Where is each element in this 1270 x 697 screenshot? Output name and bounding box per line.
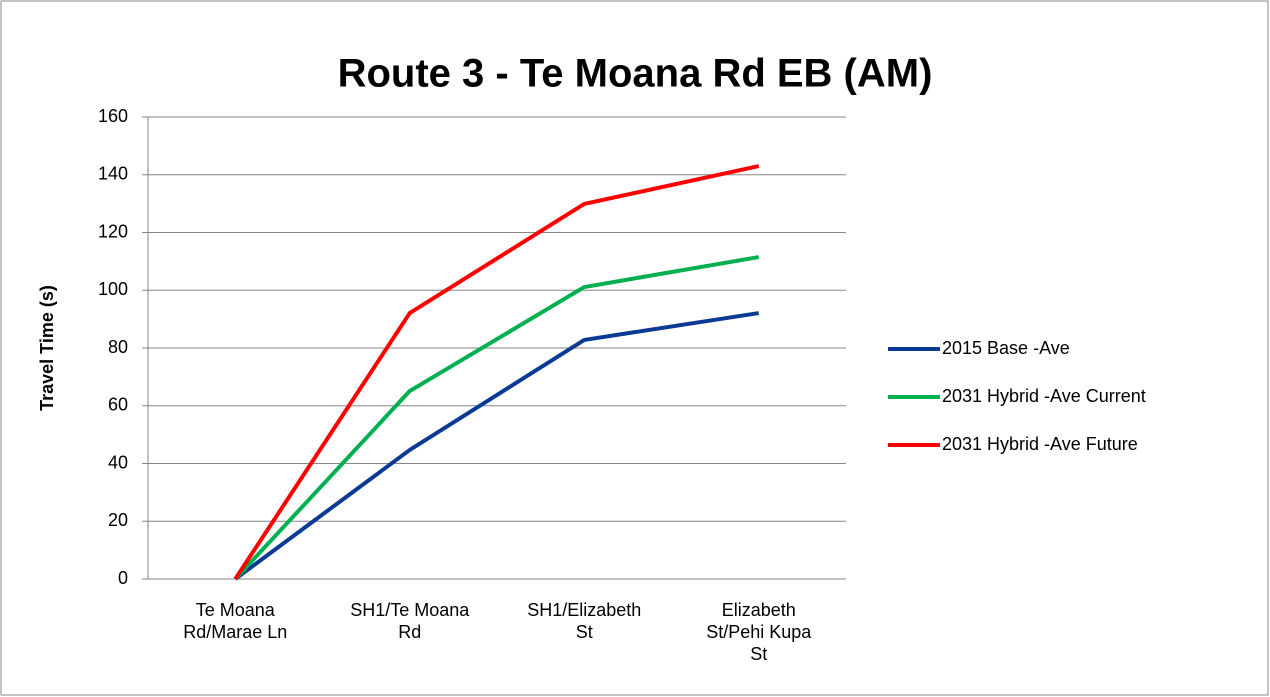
y-tick-label: 160 xyxy=(98,106,128,126)
y-tick-label: 0 xyxy=(118,568,128,588)
x-tick-area: SH1/Elizabeth St xyxy=(527,600,642,642)
series-line xyxy=(233,255,760,581)
legend-label: 2015 Base -Ave xyxy=(942,338,1070,358)
x-tick-label: Te Moana Rd/Marae Ln xyxy=(183,600,288,642)
y-tick-label: 140 xyxy=(98,164,128,184)
chart-title: Route 3 - Te Moana Rd EB (AM) xyxy=(338,52,933,96)
x-tick-label: SH1/Te Moana Rd xyxy=(350,600,470,642)
x-tick-label: SH1/Elizabeth St xyxy=(527,600,642,642)
series-line xyxy=(233,164,760,581)
y-tick-label: 20 xyxy=(108,510,128,530)
x-tick-area: Elizabeth St/Pehi Kupa St xyxy=(706,600,812,664)
legend-label: 2031 Hybrid -Ave Current xyxy=(942,386,1146,406)
y-tick-label: 40 xyxy=(108,452,128,472)
x-tick-label: Elizabeth St/Pehi Kupa St xyxy=(706,600,812,664)
y-tick-label: 60 xyxy=(108,395,128,415)
legend-label: 2031 Hybrid -Ave Future xyxy=(942,434,1138,454)
y-axis-label: Travel Time (s) xyxy=(37,285,57,411)
x-tick-area: Te Moana Rd/Marae Ln xyxy=(183,600,288,642)
x-tick-area: SH1/Te Moana Rd xyxy=(350,600,470,642)
series-line xyxy=(234,311,760,581)
y-tick-label: 120 xyxy=(98,221,128,241)
y-tick-label: 80 xyxy=(108,337,128,357)
y-tick-label: 100 xyxy=(98,279,128,299)
